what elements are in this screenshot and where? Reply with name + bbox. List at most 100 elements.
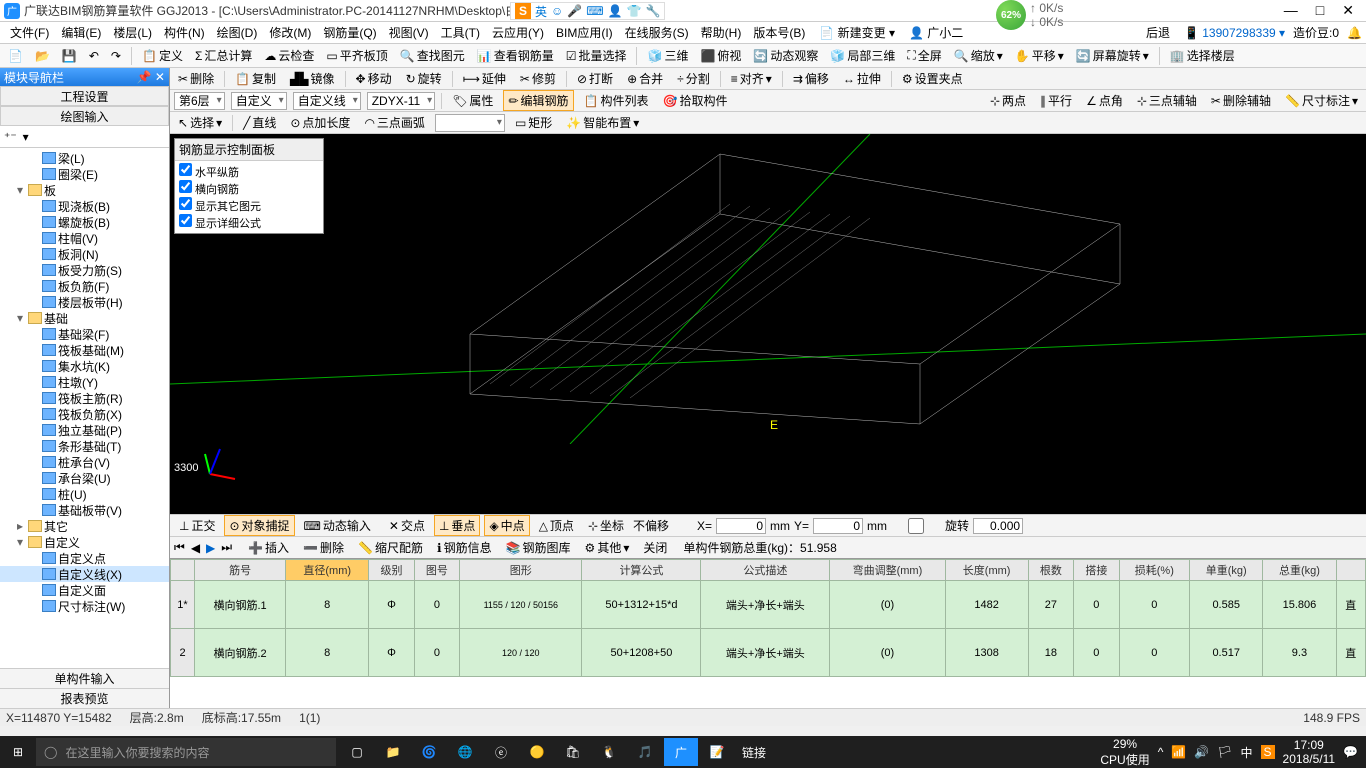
menu-item[interactable]: 帮助(H) — [695, 24, 748, 42]
grid-cell[interactable]: 120 / 120 — [460, 629, 582, 677]
phone-number[interactable]: 📱 13907298339 ▾ — [1184, 26, 1285, 40]
menu-user[interactable]: 👤 广小二 — [903, 22, 969, 43]
screen-rotate-button[interactable]: 🔄 屏幕旋转 ▾ — [1072, 45, 1153, 66]
tree-node[interactable]: 螺旋板(B) — [0, 214, 169, 230]
start-button[interactable]: ⊞ — [0, 736, 36, 768]
grid-cell[interactable]: 端头+净长+端头 — [701, 581, 830, 629]
pin-icon[interactable]: 📌 ✕ — [137, 70, 165, 84]
batch-button[interactable]: ☑ 批量选择 — [562, 45, 631, 66]
new-icon[interactable]: 📄 — [4, 47, 27, 65]
dimension-button[interactable]: 📏 尺寸标注 ▾ — [1281, 91, 1362, 110]
sidebar-tab-draw[interactable]: 绘图输入 — [0, 106, 169, 126]
grid-header[interactable] — [171, 560, 195, 581]
component-list-button[interactable]: 📋 构件列表 — [580, 91, 653, 110]
del-aux-button[interactable]: ✂ 删除辅轴 — [1207, 91, 1275, 110]
tree-node[interactable]: 楼层板带(H) — [0, 294, 169, 310]
tree-node[interactable]: 筏板基础(M) — [0, 342, 169, 358]
tree-node[interactable]: 筏板主筋(R) — [0, 390, 169, 406]
dyn-input-toggle[interactable]: ⌨ 动态输入 — [299, 515, 376, 536]
tree-node[interactable]: ▸其它 — [0, 518, 169, 534]
find-button[interactable]: 🔍 查找图元 — [396, 45, 469, 66]
tray-network-icon[interactable]: 📶 — [1171, 745, 1186, 759]
rebar-lib-button[interactable]: 📚 钢筋图库 — [502, 538, 575, 557]
other-button[interactable]: ⚙ 其他 ▾ — [581, 538, 634, 557]
grid-cell[interactable]: 直 — [1336, 581, 1365, 629]
minimize-button[interactable]: — — [1284, 2, 1298, 19]
grid-cell[interactable]: (0) — [830, 581, 945, 629]
panel-checkbox[interactable]: 显示详细公式 — [179, 214, 319, 231]
tree-node[interactable]: 现浇板(B) — [0, 198, 169, 214]
tray-time[interactable]: 17:09 — [1283, 738, 1336, 752]
tree-collapse-icon[interactable]: ▾ — [23, 130, 29, 144]
cloud-check-button[interactable]: ☁ 云检查 — [260, 45, 318, 66]
menu-item[interactable]: 构件(N) — [158, 24, 211, 42]
snap-intersection[interactable]: ✕ 交点 — [384, 515, 430, 536]
rotate-input[interactable] — [973, 518, 1023, 534]
point-len-button[interactable]: ⊙ 点加长度 — [286, 113, 354, 132]
grid-cell[interactable]: 端头+净长+端头 — [701, 629, 830, 677]
rotate-checkbox[interactable] — [891, 518, 941, 534]
parallel-button[interactable]: ∥ 平行 — [1036, 91, 1076, 110]
align-button[interactable]: ≡ 对齐 ▾ — [727, 69, 776, 88]
menu-new-change[interactable]: 📄 新建变更 ▾ — [813, 22, 901, 43]
tray-s-icon[interactable]: S — [1261, 745, 1275, 759]
system-tray[interactable]: 29% CPU使用 ^ 📶 🔊 🏳 中 S 17:09 2018/5/11 💬 — [1100, 737, 1366, 768]
ime-bar[interactable]: S 英 ☺ 🎤 ⌨ 👤 👕 🔧 — [510, 2, 665, 20]
open-icon[interactable]: 📂 — [31, 47, 54, 65]
grid-cell[interactable]: 8 — [286, 629, 369, 677]
menu-item[interactable]: 钢筋量(Q) — [317, 24, 382, 42]
osnap-toggle[interactable]: ⊙ 对象捕捉 — [224, 515, 294, 536]
offset-mode-dropdown[interactable]: 不偏移 — [633, 517, 693, 534]
tree-node[interactable]: 桩承台(V) — [0, 454, 169, 470]
sidebar-tab-report[interactable]: 报表预览 — [0, 688, 169, 708]
menu-item[interactable]: BIM应用(I) — [550, 24, 619, 42]
grid-header[interactable]: 公式描述 — [701, 560, 830, 581]
grid-cell[interactable]: 50+1312+15*d — [582, 581, 701, 629]
grid-cell[interactable]: 18 — [1028, 629, 1073, 677]
x-input[interactable] — [716, 518, 766, 534]
tree-node[interactable]: 条形基础(T) — [0, 438, 169, 454]
orbit-button[interactable]: 🔄 动态观察 — [749, 45, 822, 66]
tray-volume-icon[interactable]: 🔊 — [1194, 745, 1209, 759]
type-dropdown[interactable]: 自定义线 — [293, 92, 361, 110]
grid-header[interactable]: 计算公式 — [582, 560, 701, 581]
grid-header[interactable]: 搭接 — [1074, 560, 1119, 581]
tree-node[interactable]: 自定义面 — [0, 582, 169, 598]
tree-node[interactable]: 独立基础(P) — [0, 422, 169, 438]
fullscreen-button[interactable]: ⛶ 全屏 — [903, 45, 945, 66]
define-button[interactable]: 📋 定义 — [138, 45, 187, 66]
grid-cell[interactable]: 0 — [1119, 581, 1190, 629]
windows-taskbar[interactable]: ⊞ ◯ 在这里输入你要搜索的内容 ▢ 📁 🌀 🌐 ⓔ 🟡 🛍 🐧 🎵 广 📝 链… — [0, 736, 1366, 768]
sum-button[interactable]: Σ 汇总计算 — [191, 45, 256, 66]
app-store-icon[interactable]: 🛍 — [556, 738, 590, 766]
grid-cell[interactable]: 1155 / 120 / 50156 — [460, 581, 582, 629]
select-floor-button[interactable]: 🏢 选择楼层 — [1166, 45, 1239, 66]
category-dropdown[interactable]: 自定义 — [231, 92, 287, 110]
grid-cell[interactable]: 0.517 — [1190, 629, 1263, 677]
grip-button[interactable]: ⚙ 设置夹点 — [898, 69, 967, 88]
tree-node[interactable]: 筏板负筋(X) — [0, 406, 169, 422]
delete-button[interactable]: ✂ 删除 — [174, 69, 218, 88]
maximize-button[interactable]: □ — [1316, 2, 1324, 19]
tree-node[interactable]: 桩(U) — [0, 486, 169, 502]
tree-node[interactable]: 板洞(N) — [0, 246, 169, 262]
nav-prev-icon[interactable]: ◀ — [191, 541, 200, 555]
menu-item[interactable]: 云应用(Y) — [486, 24, 550, 42]
grid-cell[interactable]: 横向钢筋.1 — [195, 581, 286, 629]
perf-ball[interactable]: 62% — [996, 0, 1026, 30]
grid-cell[interactable]: 0.585 — [1190, 581, 1263, 629]
close-button[interactable]: ✕ — [1342, 2, 1354, 19]
taskbar-search[interactable]: ◯ 在这里输入你要搜索的内容 — [36, 738, 336, 766]
menu-item[interactable]: 在线服务(S) — [619, 24, 695, 42]
line-button[interactable]: ╱ 直线 — [239, 113, 280, 132]
menu-item[interactable]: 版本号(B) — [747, 24, 811, 42]
delete-row-button[interactable]: ➖ 删除 — [299, 538, 348, 557]
tree-expand-icon[interactable]: ⁺⁻ — [4, 130, 17, 144]
grid-cell[interactable]: 1308 — [945, 629, 1028, 677]
snap-midpoint[interactable]: ◈ 中点 — [484, 515, 529, 536]
rebar-grid[interactable]: 筋号直径(mm)级别图号图形计算公式公式描述弯曲调整(mm)长度(mm)根数搭接… — [170, 558, 1366, 708]
ortho-toggle[interactable]: ⊥ 正交 — [174, 515, 220, 536]
tree-node[interactable]: 圈梁(E) — [0, 166, 169, 182]
tree-node[interactable]: 自定义线(X) — [0, 566, 169, 582]
offset-button[interactable]: ⇉ 偏移 — [789, 69, 833, 88]
